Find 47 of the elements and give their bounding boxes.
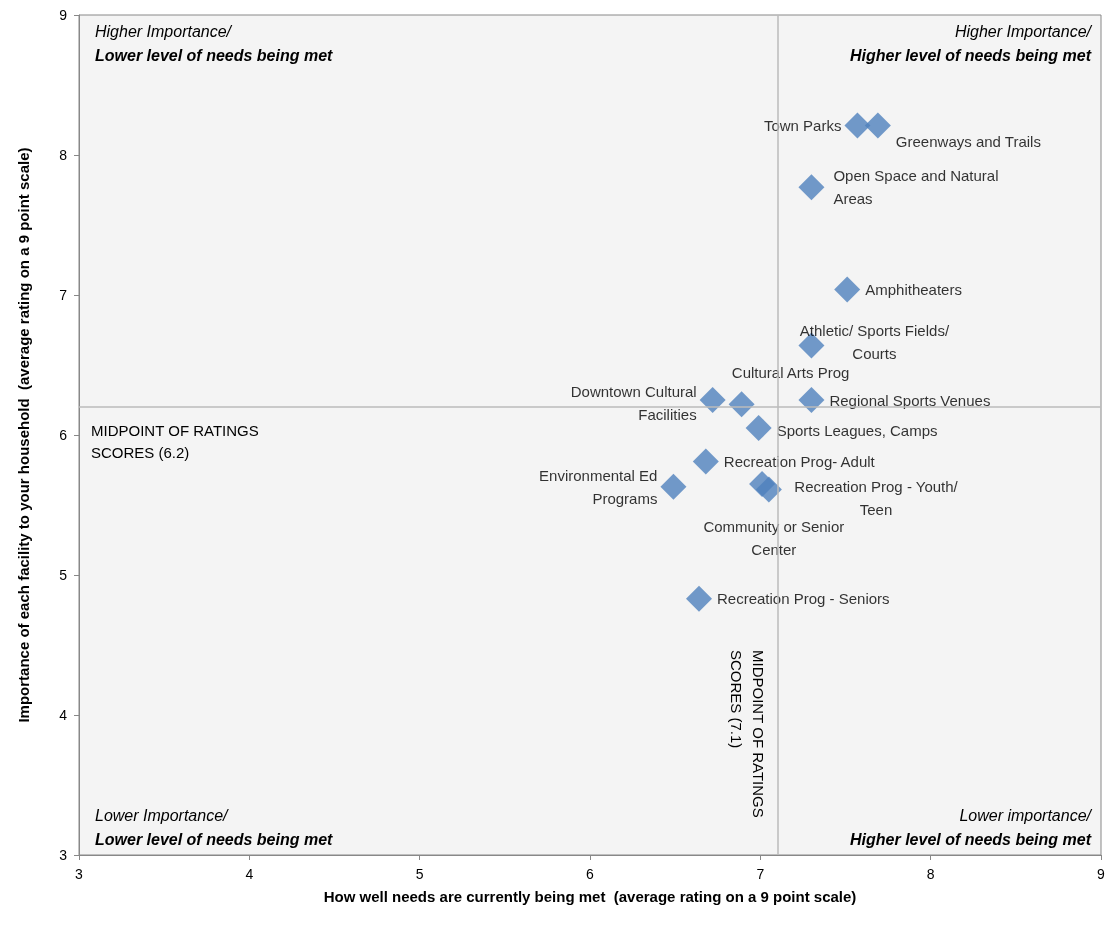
data-label: Open Space and Natural Areas (833, 167, 999, 208)
y-tick-label: 6 (59, 427, 68, 443)
data-label: Greenways and Trails (895, 133, 1041, 151)
point (660, 473, 687, 500)
data-label: Cultural Arts Prog (731, 363, 850, 381)
ref-line-label: MIDPOINT OF RATINGS SCORES (6.2) (91, 421, 259, 461)
point (699, 387, 726, 413)
point (798, 174, 825, 201)
data-label: Recreation Prog - Seniors (717, 590, 890, 608)
x-tick-label: 7 (756, 866, 765, 882)
y-tick-label: 4 (59, 707, 68, 723)
data-label: Town Parks (763, 117, 842, 135)
data-label: Downtown Cultural Facilities (570, 383, 697, 423)
annotation: Lower importance/ Higher level of needs being met (850, 806, 1093, 848)
annotation: Higher Importance/ Higher level of needs being met (850, 22, 1093, 64)
point (755, 476, 782, 503)
point (834, 276, 861, 303)
annotation: Lower Importance/ Lower level of needs being met (95, 806, 334, 848)
x-tick-label: 9 (1097, 866, 1106, 882)
x-axis-title: How well needs are currently being met (average rating on a 9 point scale) (323, 888, 857, 905)
x-tick-label: 4 (245, 866, 254, 882)
ref-line-label: MIDPOINT OF RATINGS SCORES (7.1) (727, 650, 767, 818)
y-tick-label: 3 (59, 847, 68, 863)
y-tick-label: 7 (59, 287, 68, 303)
y-tick-label: 9 (59, 7, 68, 23)
y-tick-label: 8 (59, 147, 68, 163)
data-label: Athletic/ Sports Fields/ Courts (799, 322, 950, 363)
x-tick-label: 8 (926, 866, 935, 882)
point (844, 112, 871, 139)
x-tick-label: 3 (75, 866, 84, 882)
point (798, 387, 825, 413)
data-label: Sports Leagues, Camps (776, 421, 938, 439)
point (864, 112, 891, 139)
y-axis-title: Importance of each facility to your household (average rating on a 9 point scale) (15, 147, 32, 723)
data-label: Regional Sports Venues (829, 391, 991, 409)
data-label: Amphitheaters (865, 280, 962, 298)
y-tick-label: 5 (59, 567, 68, 583)
data-label: Recreation Prog- Adult (723, 453, 876, 471)
point (692, 448, 719, 475)
annotation: Higher Importance/ Lower level of needs being met (95, 22, 334, 64)
x-tick-label: 6 (586, 866, 595, 882)
x-tick-label: 5 (415, 866, 424, 882)
data-label: Environmental Ed Programs (539, 466, 658, 507)
point (686, 585, 713, 612)
point (745, 415, 772, 441)
data-label: Recreation Prog - Youth/ Teen (794, 478, 959, 518)
data-label: Community or Senior Center (703, 517, 845, 558)
